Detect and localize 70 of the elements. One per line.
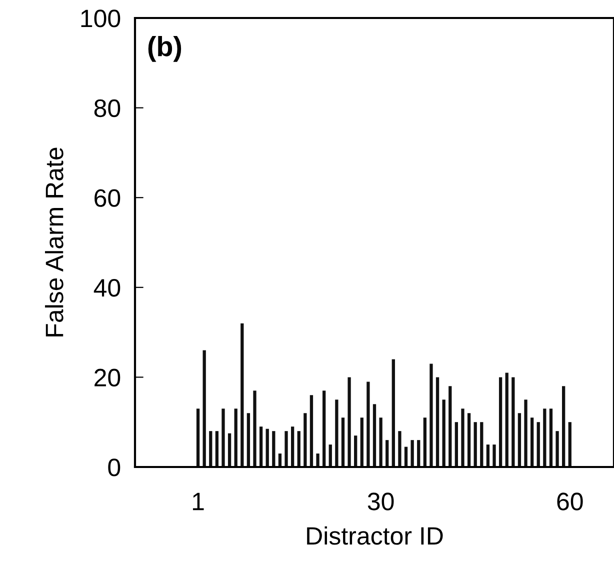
bar bbox=[568, 422, 572, 467]
y-tick-label: 80 bbox=[94, 99, 120, 118]
bar bbox=[467, 413, 471, 467]
bar bbox=[322, 390, 326, 467]
y-axis-title: False Alarm Rate bbox=[44, 148, 64, 336]
bar bbox=[436, 377, 440, 467]
bar bbox=[328, 444, 332, 467]
bar bbox=[266, 428, 269, 467]
bar bbox=[366, 382, 370, 467]
y-tick-label: 100 bbox=[81, 10, 120, 28]
bar bbox=[454, 422, 458, 467]
bar bbox=[486, 444, 490, 467]
text: (b) bbox=[148, 36, 182, 62]
bar bbox=[410, 440, 414, 467]
bar bbox=[518, 413, 522, 467]
bar bbox=[530, 418, 534, 467]
bar bbox=[360, 418, 364, 467]
bar bbox=[512, 377, 515, 467]
bar bbox=[284, 431, 288, 467]
bar bbox=[253, 390, 256, 467]
bar bbox=[480, 422, 484, 467]
bar bbox=[202, 350, 206, 467]
y-tick-label: 60 bbox=[94, 189, 120, 207]
bar bbox=[228, 433, 232, 467]
bar bbox=[556, 431, 559, 467]
bar bbox=[442, 400, 446, 467]
y-tick-label: 40 bbox=[94, 279, 120, 297]
bar bbox=[461, 408, 464, 467]
bar bbox=[492, 444, 496, 467]
bar bbox=[246, 413, 250, 467]
bar bbox=[372, 404, 376, 467]
bar bbox=[474, 422, 477, 467]
bar bbox=[354, 436, 358, 467]
bar bbox=[386, 440, 389, 467]
bar bbox=[215, 431, 219, 467]
bar bbox=[259, 426, 263, 467]
bar bbox=[222, 408, 225, 467]
bar bbox=[423, 418, 426, 467]
bar bbox=[392, 359, 395, 467]
bar bbox=[310, 395, 314, 467]
bar bbox=[335, 400, 338, 467]
x-tick-label: 1 bbox=[192, 492, 204, 510]
bar bbox=[316, 454, 320, 467]
bar bbox=[549, 408, 553, 467]
bar bbox=[341, 418, 345, 467]
bar bbox=[209, 431, 212, 467]
bar bbox=[524, 400, 528, 467]
bar bbox=[562, 386, 566, 467]
bar bbox=[505, 372, 508, 467]
y-tick-label: 0 bbox=[108, 458, 120, 476]
bar bbox=[498, 377, 502, 467]
bar bbox=[272, 431, 276, 467]
x-axis-title: Distractor ID bbox=[307, 526, 443, 545]
bar bbox=[290, 426, 294, 467]
bar bbox=[297, 431, 300, 467]
bar bbox=[379, 418, 382, 467]
bar bbox=[240, 323, 244, 467]
bar bbox=[543, 408, 546, 467]
bar bbox=[417, 440, 420, 467]
bar bbox=[304, 413, 307, 467]
bar bbox=[448, 386, 452, 467]
bar bbox=[536, 422, 540, 467]
x-tick-label: 30 bbox=[368, 492, 394, 510]
bar bbox=[398, 431, 402, 467]
bar bbox=[348, 377, 351, 467]
x-tick-label: 60 bbox=[557, 492, 583, 510]
bar bbox=[234, 408, 238, 467]
y-tick-label: 20 bbox=[94, 368, 120, 387]
bar bbox=[196, 408, 200, 467]
bar bbox=[430, 364, 433, 467]
